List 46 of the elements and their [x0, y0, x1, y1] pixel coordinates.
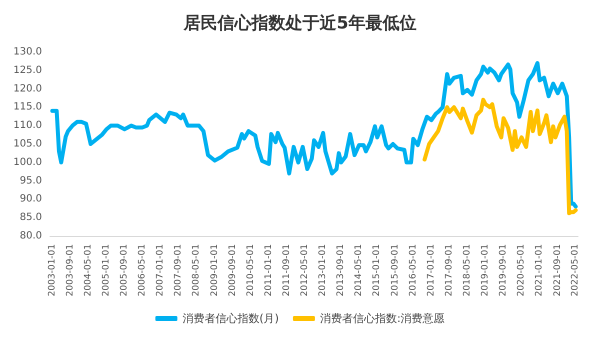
line-series — [422, 98, 578, 216]
x-tick-label: 2005-01-01 — [101, 244, 112, 296]
x-tick-label: 2016-05-01 — [408, 244, 418, 296]
x-tick-label: 2010-05-01 — [246, 244, 256, 296]
x-tick-label: 2011-09-01 — [282, 244, 292, 296]
x-tick-label: 2018-05-01 — [462, 244, 472, 296]
y-tick-label: 95.0 — [20, 175, 42, 186]
x-tick-label: 2015-01-01 — [372, 244, 382, 296]
x-tick-label: 2004-05-01 — [83, 244, 94, 296]
x-tick-label: 2015-09-01 — [390, 244, 400, 296]
x-tick-label: 2021-09-01 — [552, 244, 563, 296]
x-tick-label: 2007-01-01 — [156, 244, 166, 296]
x-tick-label: 2007-09-01 — [174, 244, 184, 296]
x-tick-label: 2017-09-01 — [444, 244, 454, 296]
legend-label: 消费者信心指数(月) — [182, 312, 279, 325]
x-tick-label: 2011-01-01 — [264, 244, 274, 296]
y-tick-label: 130.0 — [13, 46, 42, 58]
x-tick-label: 2008-05-01 — [192, 244, 202, 296]
y-tick-label: 105.0 — [13, 138, 42, 150]
x-tick-label: 2013-09-01 — [336, 244, 346, 296]
y-tick-label: 85.0 — [20, 212, 42, 224]
y-tick-label: 110.0 — [13, 120, 42, 132]
legend-label: 消费者信心指数:消费意愿 — [320, 312, 445, 325]
x-tick-label: 2017-01-01 — [426, 244, 436, 296]
y-tick-label: 100.0 — [13, 156, 42, 168]
y-tick-label: 90.0 — [20, 194, 42, 205]
x-tick-label: 2005-09-01 — [120, 244, 130, 296]
y-tick-label: 125.0 — [13, 64, 42, 76]
x-tick-label: 2006-05-01 — [137, 244, 148, 296]
x-tick-label: 2003-01-01 — [47, 244, 58, 296]
x-tick-label: 2009-01-01 — [210, 244, 220, 296]
x-tick-label: 2021-01-01 — [534, 244, 545, 296]
x-tick-label: 2013-01-01 — [318, 244, 328, 296]
x-tick-label: 2003-09-01 — [65, 244, 76, 296]
x-tick-label: 2019-09-01 — [498, 244, 509, 296]
y-tick-label: 115.0 — [13, 102, 42, 113]
chart-title: 居民信心指数处于近5年最低位 — [182, 14, 416, 34]
x-tick-label: 2014-05-01 — [354, 244, 364, 296]
x-tick-label: 2009-09-01 — [228, 244, 238, 296]
x-tick-label: 2022-05-01 — [570, 244, 581, 296]
y-tick-label: 80.0 — [20, 230, 42, 242]
line-series — [50, 61, 578, 209]
x-tick-label: 2019-01-01 — [480, 244, 491, 296]
y-tick-label: 120.0 — [13, 83, 42, 94]
x-tick-label: 2020-05-01 — [516, 244, 527, 296]
x-tick-label: 2012-05-01 — [300, 244, 310, 296]
